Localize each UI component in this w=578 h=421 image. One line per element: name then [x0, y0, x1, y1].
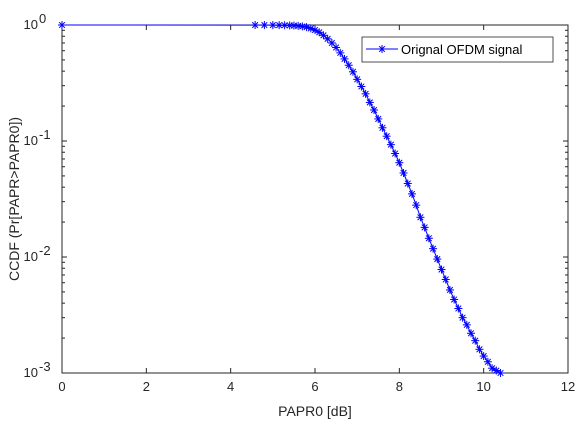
data-point	[395, 158, 404, 167]
legend-label: Orignal OFDM signal	[401, 42, 522, 57]
y-tick-exponent: -3	[39, 359, 51, 374]
data-point	[407, 189, 416, 198]
data-point	[391, 149, 400, 158]
data-point	[374, 114, 383, 123]
x-axis-label: PAPR0 [dB]	[278, 403, 352, 419]
data-point	[311, 26, 319, 35]
legend: Orignal OFDM signal	[361, 36, 554, 63]
data-point	[399, 168, 408, 177]
data-point	[340, 54, 349, 63]
data-point	[471, 336, 480, 345]
data-point	[378, 123, 387, 132]
data-point	[353, 75, 362, 84]
data-point	[454, 304, 463, 313]
data-point	[357, 82, 366, 91]
data-point	[475, 345, 484, 354]
legend-marker-asterisk	[378, 45, 386, 53]
x-tick-label: 12	[561, 379, 575, 394]
y-tick-label: 10	[24, 17, 38, 32]
data-point	[483, 357, 492, 366]
data-point	[382, 132, 391, 141]
data-point	[458, 313, 467, 322]
y-tick-base: 10	[24, 365, 38, 380]
data-point	[365, 98, 374, 107]
data-point	[370, 106, 379, 115]
y-tick-exponent: 0	[39, 11, 46, 26]
data-point	[344, 61, 353, 70]
data-point	[479, 352, 488, 361]
series-layer	[58, 21, 505, 377]
y-tick-exponent: -2	[39, 243, 51, 258]
data-point	[445, 285, 454, 294]
data-point	[416, 213, 425, 222]
data-point	[441, 275, 450, 284]
x-axis-ticks: 0 2 4 6 8 10 12	[58, 25, 575, 394]
data-point	[315, 28, 324, 37]
data-point	[260, 21, 269, 30]
x-tick-label: 6	[311, 379, 318, 394]
data-point	[412, 201, 421, 210]
data-point	[488, 364, 497, 373]
x-tick-label: 4	[227, 379, 234, 394]
data-point	[319, 31, 328, 40]
data-point	[467, 329, 476, 338]
data-point	[462, 320, 471, 329]
data-point	[433, 255, 442, 264]
data-point	[424, 234, 433, 243]
y-tick-label: 10	[24, 365, 38, 380]
data-point	[437, 265, 446, 274]
x-tick-label: 2	[143, 379, 150, 394]
data-point	[361, 89, 370, 98]
data-point	[420, 223, 429, 232]
data-point	[251, 21, 260, 30]
x-tick-label: 8	[396, 379, 403, 394]
data-point	[58, 21, 66, 29]
data-point	[492, 366, 501, 375]
data-point	[294, 21, 303, 30]
data-point	[348, 67, 357, 76]
y-axis-label: CCDF (Pr[PAPR>PAPR0])	[6, 117, 22, 281]
data-point	[336, 48, 345, 57]
y-tick-base: 10	[24, 249, 38, 264]
y-tick-base: 10	[24, 17, 38, 32]
y-tick-base: 10	[24, 133, 38, 148]
x-tick-label: 0	[58, 379, 65, 394]
data-point	[450, 295, 459, 304]
data-point	[332, 43, 341, 52]
data-point	[403, 179, 412, 188]
plot-area	[61, 24, 569, 374]
legend-marker	[378, 45, 386, 53]
y-tick-exponent: -1	[39, 127, 51, 142]
data-point	[496, 369, 505, 377]
data-point	[429, 244, 438, 253]
y-tick-label: 10	[24, 133, 38, 148]
data-point	[275, 21, 284, 30]
y-tick-label: 10	[24, 249, 38, 264]
x-tick-label: 10	[476, 379, 490, 394]
data-point	[386, 140, 395, 149]
